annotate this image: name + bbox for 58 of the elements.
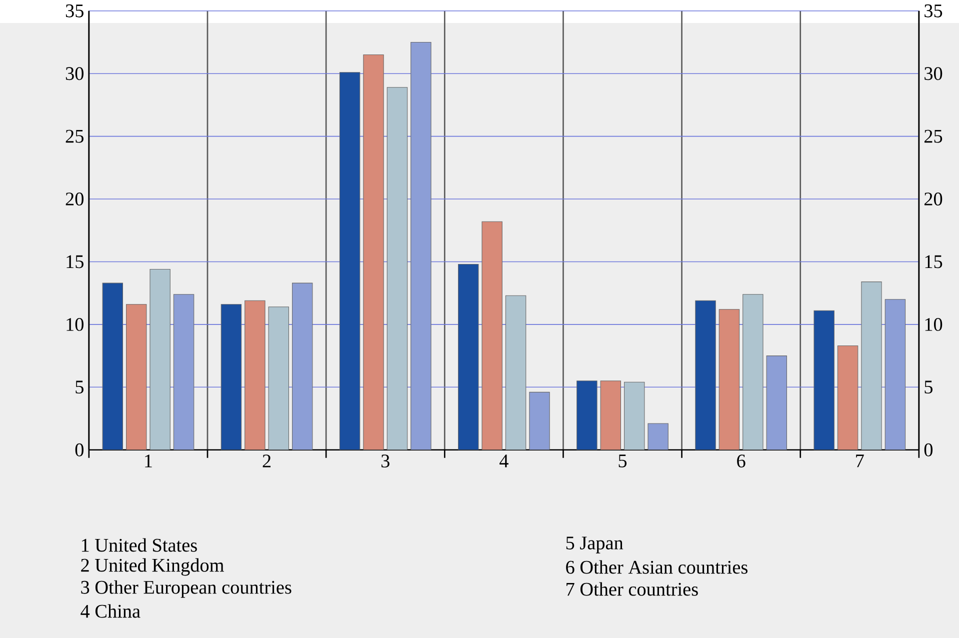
x-tick-label: 4 [500,454,508,468]
text: 5 Japan [566,536,624,554]
bar [529,392,550,450]
bar [458,264,479,450]
y2-tick-label: 15 [925,255,942,268]
text: 6 Other Asian countries [566,560,748,574]
x-tick-label: 3 [381,454,390,468]
bar [695,300,716,450]
y-tick-label: 20 [66,192,84,206]
bar [126,304,147,450]
y2-tick-label: 5 [924,380,932,394]
x-tick-label: 2 [262,454,271,468]
x-tick-label: 7 [856,454,864,468]
y-tick-label: 5 [76,380,84,394]
y-tick-label: 15 [66,255,84,268]
text: 1 United States [82,538,197,552]
y-tick-label: 10 [66,318,84,331]
y2-tick-label: 30 [924,67,942,80]
bar [173,294,194,450]
text: 4 China [80,604,140,618]
y2-tick-label: 20 [924,192,942,206]
bar [410,42,432,450]
y2-tick-label: 35 [924,4,942,18]
bar [482,221,502,450]
bar [814,310,834,450]
bar [718,309,740,450]
x-tick-label: 6 [737,454,746,468]
y2-tick-label: 25 [924,130,942,143]
y-tick-label: 30 [66,67,84,80]
y-tick-label: 0 [75,443,84,456]
bar [244,300,266,450]
bar [220,304,242,450]
x-tick-label: 5 [618,454,627,468]
text: 7 Other countries [566,582,698,596]
bar [837,346,858,450]
bar [292,282,313,450]
text: 3 Other European countries [81,580,292,598]
text: 2 United Kingdom [81,558,224,576]
bar [861,282,882,450]
y2-tick-label: 10 [925,318,942,331]
y-tick-label: 35 [66,4,84,18]
x-tick-label: 1 [145,454,152,468]
bar [339,72,360,450]
bar [102,282,123,450]
bar [150,268,170,450]
bar [742,294,764,450]
bar [505,295,526,450]
bar [884,299,906,450]
bar [363,54,384,450]
bar [600,380,621,450]
bar [268,306,289,450]
bar [386,87,408,450]
bar [766,356,787,450]
bar [576,380,598,450]
y2-tick-label: 0 [924,443,933,456]
y-tick-label: 25 [66,130,84,143]
bar [624,382,645,450]
bar [648,423,668,450]
